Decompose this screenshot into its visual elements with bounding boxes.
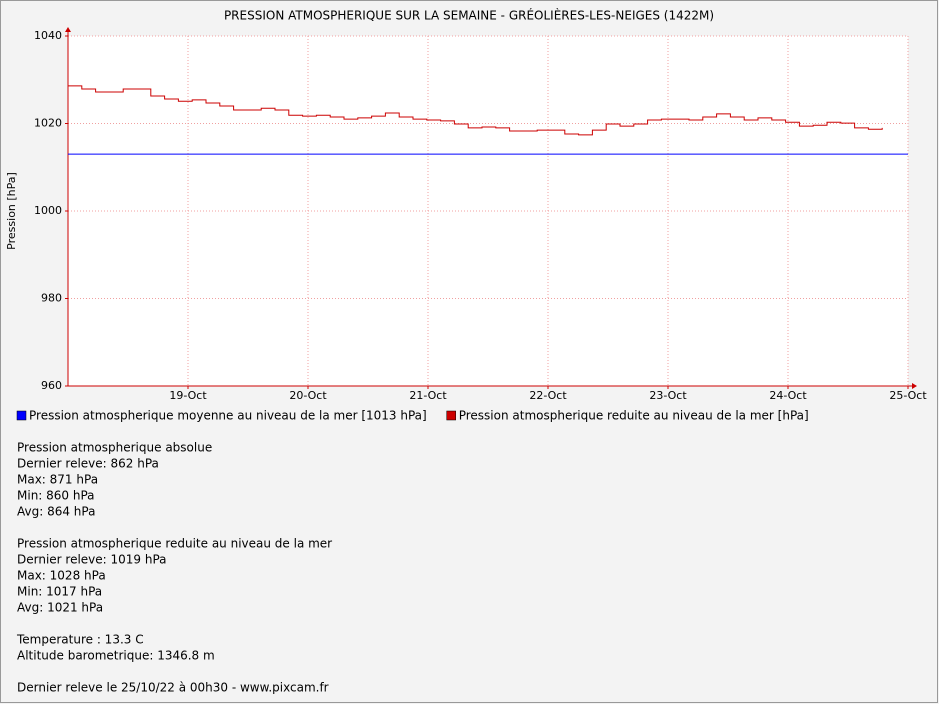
y-tick-label: 960	[41, 379, 62, 392]
info-line: Altitude barometrique: 1346.8 m	[17, 649, 215, 663]
info-line: Min: 1017 hPa	[17, 585, 102, 599]
x-tick-label: 20-Oct	[289, 389, 327, 402]
y-tick-label: 1040	[34, 29, 62, 42]
legend-swatch	[446, 410, 456, 421]
series-line	[68, 85, 883, 136]
x-tick-label: 22-Oct	[529, 389, 567, 402]
axis-arrow	[65, 27, 71, 32]
y-tick-label: 1000	[34, 204, 62, 217]
info-line: Max: 1028 hPa	[17, 569, 106, 583]
y-axis-label: Pression [hPa]	[5, 172, 18, 250]
x-tick-label: 25-Oct	[889, 389, 927, 402]
y-tick-label: 980	[41, 292, 62, 305]
info-line: Pression atmospherique reduite au niveau…	[17, 537, 332, 551]
x-tick-label: 23-Oct	[649, 389, 687, 402]
x-tick-label: 19-Oct	[169, 389, 207, 402]
info-line: Avg: 1021 hPa	[17, 601, 103, 615]
x-tick-label: 24-Oct	[769, 389, 807, 402]
axis-arrow	[912, 383, 917, 389]
info-line: Avg: 864 hPa	[17, 505, 95, 519]
x-tick-label: 21-Oct	[409, 389, 447, 402]
chart-title: PRESSION ATMOSPHERIQUE SUR LA SEMAINE - …	[224, 8, 714, 23]
info-line: Dernier releve: 1019 hPa	[17, 553, 167, 567]
info-line: Min: 860 hPa	[17, 489, 95, 503]
info-line: Dernier releve: 862 hPa	[17, 457, 159, 471]
legend-label: Pression atmospherique moyenne au niveau…	[29, 409, 427, 423]
info-line: Max: 871 hPa	[17, 473, 98, 487]
legend-swatch	[16, 410, 27, 421]
info-line: Pression atmospherique absolue	[17, 441, 212, 455]
y-tick-label: 1020	[34, 117, 62, 130]
info-line: Dernier releve le 25/10/22 à 00h30 - www…	[17, 681, 329, 695]
legend-label: Pression atmospherique reduite au niveau…	[459, 409, 809, 423]
info-line: Temperature : 13.3 C	[16, 633, 144, 647]
